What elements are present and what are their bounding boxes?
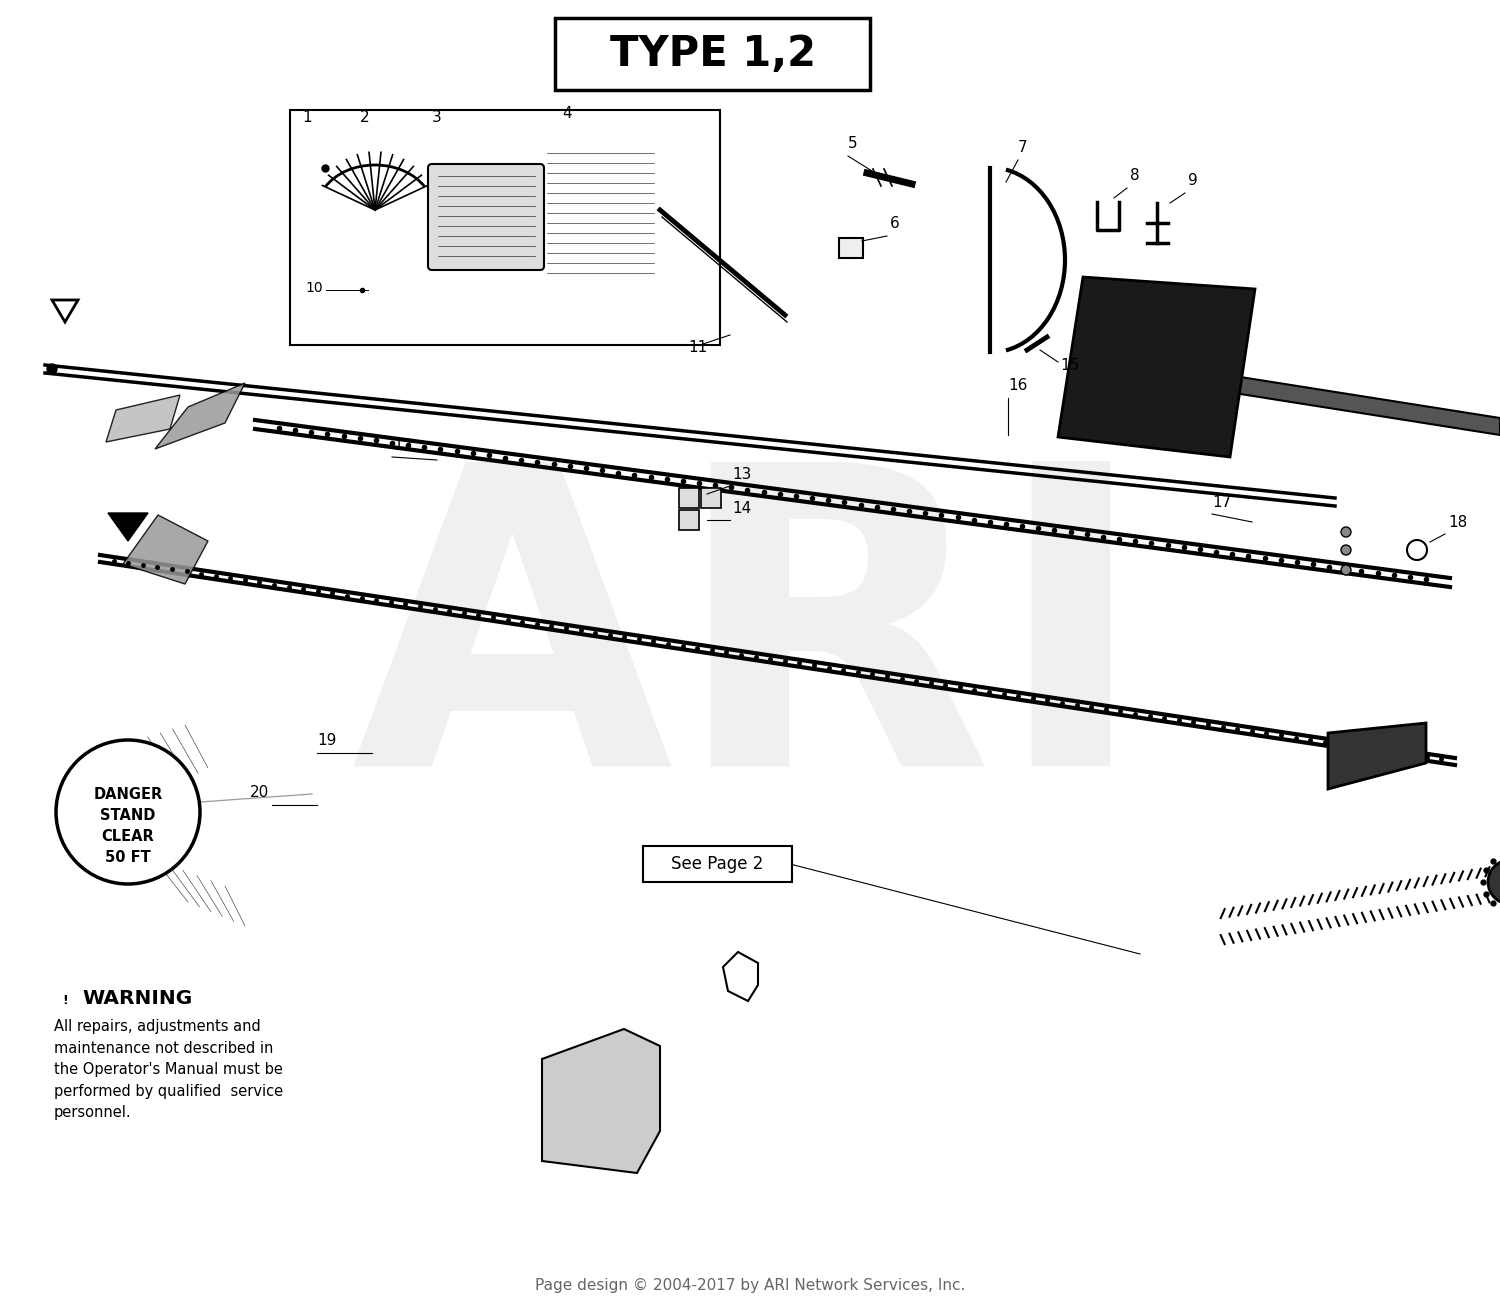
- Polygon shape: [1058, 278, 1256, 457]
- Text: TYPE 1,2: TYPE 1,2: [609, 33, 816, 75]
- Text: 9: 9: [1188, 173, 1197, 188]
- Text: 4: 4: [562, 106, 572, 120]
- FancyBboxPatch shape: [290, 110, 720, 346]
- FancyBboxPatch shape: [427, 164, 544, 270]
- FancyBboxPatch shape: [644, 846, 792, 882]
- Circle shape: [1341, 545, 1352, 555]
- Text: 10: 10: [304, 281, 322, 295]
- Polygon shape: [154, 384, 244, 449]
- Text: 15: 15: [1060, 357, 1080, 373]
- Circle shape: [1488, 860, 1500, 905]
- Text: !: !: [124, 779, 130, 792]
- Polygon shape: [106, 395, 180, 442]
- Polygon shape: [108, 513, 148, 541]
- Text: !: !: [62, 994, 68, 1007]
- Circle shape: [1341, 565, 1352, 575]
- Text: All repairs, adjustments and
maintenance not described in
the Operator's Manual : All repairs, adjustments and maintenance…: [54, 1018, 284, 1121]
- Circle shape: [1341, 528, 1352, 537]
- FancyBboxPatch shape: [555, 18, 870, 90]
- Text: 11: 11: [688, 340, 708, 355]
- FancyBboxPatch shape: [700, 488, 721, 508]
- Text: 13: 13: [732, 467, 752, 482]
- Text: 7: 7: [1019, 140, 1028, 154]
- Circle shape: [46, 364, 57, 374]
- Polygon shape: [123, 514, 208, 584]
- Text: 14: 14: [732, 501, 752, 516]
- Polygon shape: [1328, 723, 1426, 789]
- Text: 5: 5: [847, 136, 858, 151]
- Text: Page design © 2004-2017 by ARI Network Services, Inc.: Page design © 2004-2017 by ARI Network S…: [536, 1278, 964, 1292]
- FancyBboxPatch shape: [680, 511, 699, 530]
- Circle shape: [1407, 541, 1426, 560]
- Text: 19: 19: [316, 733, 336, 747]
- Text: 16: 16: [1008, 378, 1028, 393]
- Polygon shape: [542, 1029, 660, 1173]
- Text: 3: 3: [432, 110, 441, 124]
- FancyBboxPatch shape: [680, 488, 699, 508]
- Text: 17: 17: [1212, 495, 1231, 511]
- Polygon shape: [1215, 373, 1500, 435]
- Circle shape: [56, 740, 200, 884]
- Text: 6: 6: [890, 216, 900, 230]
- Text: See Page 2: See Page 2: [670, 855, 764, 873]
- Text: 1: 1: [302, 110, 312, 124]
- FancyBboxPatch shape: [839, 238, 862, 258]
- Text: 2: 2: [360, 110, 369, 124]
- Text: 18: 18: [1448, 514, 1467, 530]
- Text: 20: 20: [251, 785, 270, 800]
- Text: 12: 12: [393, 439, 412, 453]
- Text: ARI: ARI: [351, 448, 1149, 852]
- Text: DANGER
STAND
CLEAR
50 FT: DANGER STAND CLEAR 50 FT: [93, 787, 162, 865]
- Text: WARNING: WARNING: [82, 988, 192, 1008]
- Text: 8: 8: [1130, 168, 1140, 183]
